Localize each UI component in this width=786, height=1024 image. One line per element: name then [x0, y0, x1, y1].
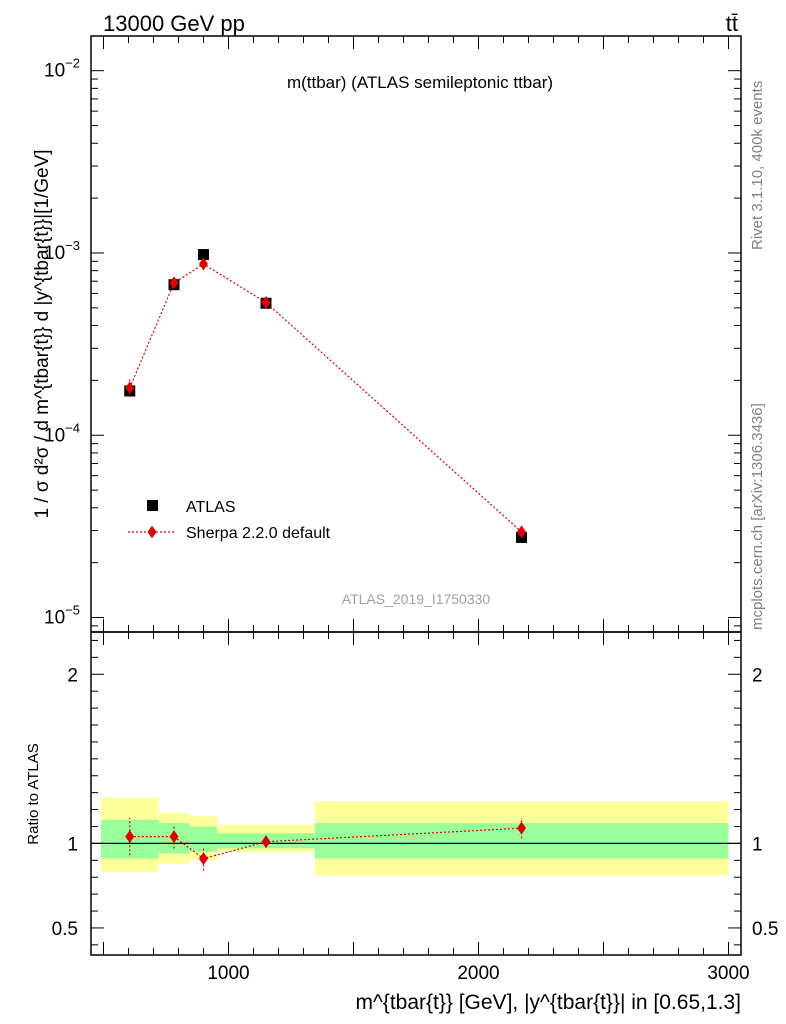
sherpa-ratio-point — [169, 830, 179, 844]
sherpa-ratio-point — [517, 821, 526, 835]
legend-sherpa-label: Sherpa 2.2.0 default — [186, 525, 331, 542]
ratio-y-tick-label-right: 2 — [752, 665, 763, 686]
y-axis-label: 1 / σ d²σ / d m^{tbar{t}} d |y^{tbar{t}}… — [32, 149, 53, 518]
ratio-y-tick-label-right: 1 — [752, 834, 763, 855]
sherpa-data-point — [169, 276, 179, 290]
legend-atlas-marker — [147, 500, 158, 511]
plot-title: m(ttbar) (ATLAS semileptonic ttbar) — [287, 73, 553, 92]
sherpa-data-point — [517, 525, 526, 539]
legend-sherpa-marker — [147, 525, 157, 539]
rivet-version-label: Rivet 3.1.10, 400k events — [749, 81, 766, 250]
ratio-panel: 1000 2000 3000 0.5 0.5 1 1 2 2 Ratio to ATLAS — [25, 631, 778, 984]
energy-label: 13000 GeV pp — [103, 11, 245, 36]
legend: ATLAS Sherpa 2.2.0 default — [128, 499, 331, 542]
ratio-y-axis-label: Ratio to ATLAS — [25, 743, 42, 844]
mcplots-label: mcplots.cern.ch [arXiv:1306.3436] — [749, 403, 766, 630]
analysis-id-label: ATLAS_2019_I1750330 — [342, 591, 491, 607]
x-tick-label: 1000 — [207, 963, 249, 984]
ratio-y-tick-label-right: 0.5 — [752, 919, 778, 940]
ratio-frame — [90, 631, 742, 956]
sherpa-ratio-point — [261, 835, 271, 849]
ratio-y-tick-label: 0.5 — [52, 919, 78, 940]
x-tick-label: 2000 — [457, 963, 499, 984]
legend-atlas-label: ATLAS — [186, 499, 236, 516]
y-tick-label: 10−4 — [44, 420, 80, 446]
sherpa-line — [129, 263, 522, 533]
y-tick-label: 10−3 — [44, 238, 80, 264]
sherpa-data-point — [261, 295, 271, 309]
uncertainty-band-inner — [189, 826, 218, 852]
y-tick-label: 10−2 — [44, 56, 80, 82]
sherpa-ratio-point — [199, 852, 208, 866]
atlas-data-point — [198, 249, 209, 261]
sherpa-ratio-point — [125, 830, 135, 844]
x-axis-label: m^{tbar{t}} [GeV], |y^{tbar{t}}| in [0.6… — [355, 991, 741, 1014]
x-tick-label: 3000 — [707, 963, 749, 984]
sherpa-data-point — [199, 257, 208, 271]
main-frame — [90, 35, 742, 633]
y-tick-label: 10−5 — [44, 603, 80, 629]
sherpa-data-point — [125, 381, 135, 395]
process-label: tt̄ — [726, 11, 738, 36]
ratio-y-tick-label: 1 — [67, 834, 78, 855]
ratio-y-tick-label: 2 — [67, 665, 78, 686]
main-panel: 10−5 10−4 10−3 10−2 m(ttbar) (ATLAS semilep… — [32, 35, 742, 633]
